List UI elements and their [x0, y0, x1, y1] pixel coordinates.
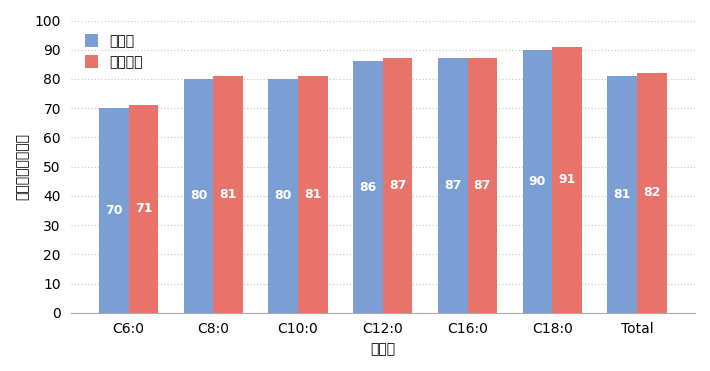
Y-axis label: メチル化率（％）: メチル化率（％） — [15, 133, 29, 200]
Bar — [438, 59, 468, 313]
Text: 81: 81 — [219, 188, 237, 201]
Bar — [552, 47, 582, 313]
Text: 81: 81 — [305, 188, 322, 201]
Bar — [268, 79, 298, 313]
Bar — [184, 79, 214, 313]
Text: 70: 70 — [105, 204, 123, 217]
Text: 87: 87 — [474, 179, 491, 192]
Bar — [383, 59, 413, 313]
Bar — [298, 76, 328, 313]
Bar — [637, 73, 667, 313]
Bar — [129, 105, 158, 313]
Text: 81: 81 — [613, 188, 630, 201]
Bar — [99, 108, 129, 313]
Bar — [353, 62, 383, 313]
Text: 82: 82 — [643, 186, 660, 199]
Text: 91: 91 — [558, 173, 576, 186]
Bar — [214, 76, 243, 313]
Bar — [523, 50, 552, 313]
Legend: 従来法, 新キット: 従来法, 新キット — [77, 27, 150, 76]
X-axis label: 脂肪酸: 脂肪酸 — [370, 342, 395, 356]
Text: 71: 71 — [135, 203, 152, 216]
Text: 87: 87 — [389, 179, 406, 192]
Bar — [607, 76, 637, 313]
Text: 90: 90 — [529, 175, 546, 188]
Text: 80: 80 — [190, 189, 207, 202]
Text: 86: 86 — [359, 181, 376, 194]
Text: 80: 80 — [275, 189, 292, 202]
Text: 87: 87 — [444, 179, 462, 192]
Bar — [468, 59, 497, 313]
